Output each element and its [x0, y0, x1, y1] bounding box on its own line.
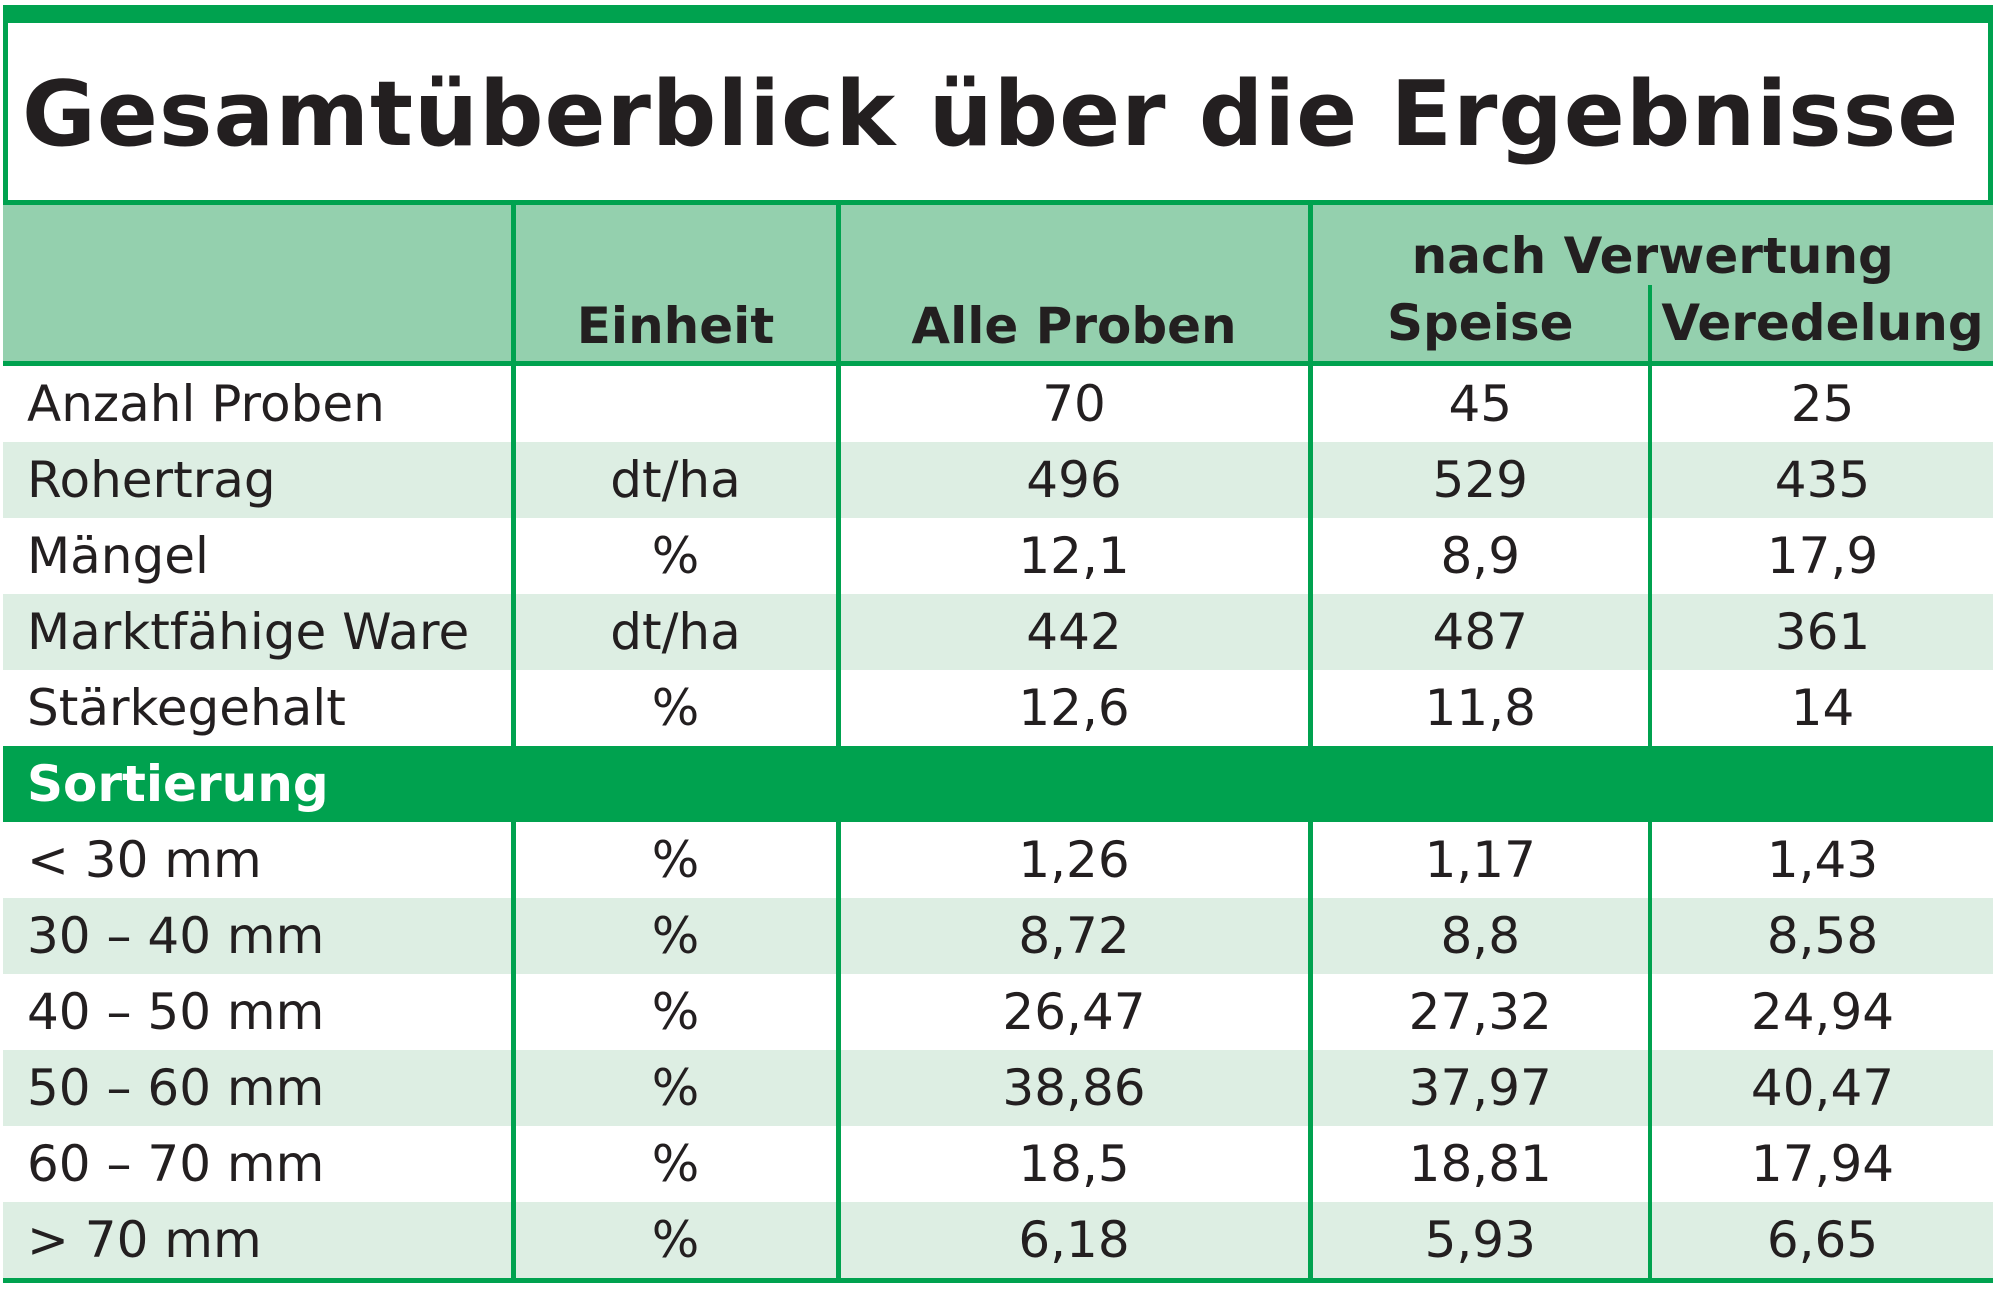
cell-row-label: > 70 mm [3, 1202, 513, 1283]
cell-row-label: 30 – 40 mm [3, 898, 513, 974]
table-row: Stärkegehalt% 12,6 11,8 14 [3, 670, 1993, 746]
table-row: 50 – 60 mm% 38,86 37,97 40,47 [3, 1050, 1993, 1126]
cell-veredelung: 17,9 [1648, 518, 1993, 594]
cell-veredelung: 361 [1648, 594, 1993, 670]
cell-alle-proben: 70 [835, 361, 1310, 442]
cell-speise: 11,8 [1307, 670, 1650, 746]
results-table: Einheit Alle Proben nach Verwertung Spei… [3, 200, 1993, 1283]
section-row: Sortierung [3, 746, 1993, 822]
cell-speise: 37,97 [1307, 1050, 1650, 1126]
cell-speise: 8,9 [1307, 518, 1650, 594]
header-speise: Speise [1307, 285, 1650, 364]
cell-veredelung: 8,58 [1648, 898, 1993, 974]
cell-unit: % [510, 1050, 838, 1126]
cell-row-label: Marktfähige Ware [3, 594, 513, 670]
cell-unit: dt/ha [510, 594, 838, 670]
cell-unit: dt/ha [510, 442, 838, 518]
cell-alle-proben: 496 [835, 442, 1310, 518]
header-alle-proben: Alle Proben [835, 200, 1310, 364]
cell-speise: 529 [1307, 442, 1650, 518]
cell-row-label: 40 – 50 mm [3, 974, 513, 1050]
cell-alle-proben: 6,18 [835, 1202, 1310, 1283]
section-label: Sortierung [3, 746, 1993, 822]
header-group-nach-verwertung: nach Verwertung [1307, 200, 1993, 285]
cell-speise: 27,32 [1307, 974, 1650, 1050]
cell-alle-proben: 12,1 [835, 518, 1310, 594]
cell-row-label: Rohertrag [3, 442, 513, 518]
cell-row-label: 60 – 70 mm [3, 1126, 513, 1202]
cell-speise: 18,81 [1307, 1126, 1650, 1202]
cell-veredelung: 14 [1648, 670, 1993, 746]
cell-veredelung: 435 [1648, 442, 1993, 518]
cell-veredelung: 25 [1648, 361, 1993, 442]
cell-unit: % [510, 518, 838, 594]
cell-unit: % [510, 898, 838, 974]
cell-speise: 487 [1307, 594, 1650, 670]
cell-alle-proben: 1,26 [835, 822, 1310, 898]
cell-veredelung: 17,94 [1648, 1126, 1993, 1202]
table-row: 40 – 50 mm% 26,47 27,32 24,94 [3, 974, 1993, 1050]
table-row: Mängel% 12,1 8,9 17,9 [3, 518, 1993, 594]
cell-alle-proben: 26,47 [835, 974, 1310, 1050]
cell-alle-proben: 12,6 [835, 670, 1310, 746]
cell-speise: 45 [1307, 361, 1650, 442]
cell-row-label: 50 – 60 mm [3, 1050, 513, 1126]
cell-speise: 5,93 [1307, 1202, 1650, 1283]
header-einheit: Einheit [510, 200, 838, 364]
cell-unit: % [510, 1126, 838, 1202]
cell-veredelung: 24,94 [1648, 974, 1993, 1050]
header-corner [3, 200, 513, 364]
table-row: Marktfähige Ware dt/ha 442 487 361 [3, 594, 1993, 670]
cell-alle-proben: 442 [835, 594, 1310, 670]
cell-unit [510, 361, 838, 442]
cell-alle-proben: 8,72 [835, 898, 1310, 974]
table-row: Rohertrag dt/ha 496 529 435 [3, 442, 1993, 518]
cell-veredelung: 40,47 [1648, 1050, 1993, 1126]
cell-alle-proben: 38,86 [835, 1050, 1310, 1126]
table-row: > 70 mm% 6,18 5,93 6,65 [3, 1202, 1993, 1283]
cell-speise: 1,17 [1307, 822, 1650, 898]
page-title: Gesamtüberblick über die Ergebnisse [22, 62, 1960, 167]
cell-unit: % [510, 670, 838, 746]
cell-speise: 8,8 [1307, 898, 1650, 974]
cell-unit: % [510, 974, 838, 1050]
table-row: < 30 mm% 1,26 1,17 1,43 [3, 822, 1993, 898]
cell-unit: % [510, 822, 838, 898]
cell-row-label: Stärkegehalt [3, 670, 513, 746]
table-row: 60 – 70 mm% 18,5 18,81 17,94 [3, 1126, 1993, 1202]
table-row: 30 – 40 mm% 8,72 8,8 8,58 [3, 898, 1993, 974]
cell-alle-proben: 18,5 [835, 1126, 1310, 1202]
table-row: Anzahl Proben 70 45 25 [3, 361, 1993, 442]
cell-veredelung: 6,65 [1648, 1202, 1993, 1283]
header-veredelung: Veredelung [1648, 285, 1993, 364]
cell-row-label: Mängel [3, 518, 513, 594]
cell-row-label: Anzahl Proben [3, 361, 513, 442]
cell-row-label: < 30 mm [3, 822, 513, 898]
cell-unit: % [510, 1202, 838, 1283]
cell-veredelung: 1,43 [1648, 822, 1993, 898]
